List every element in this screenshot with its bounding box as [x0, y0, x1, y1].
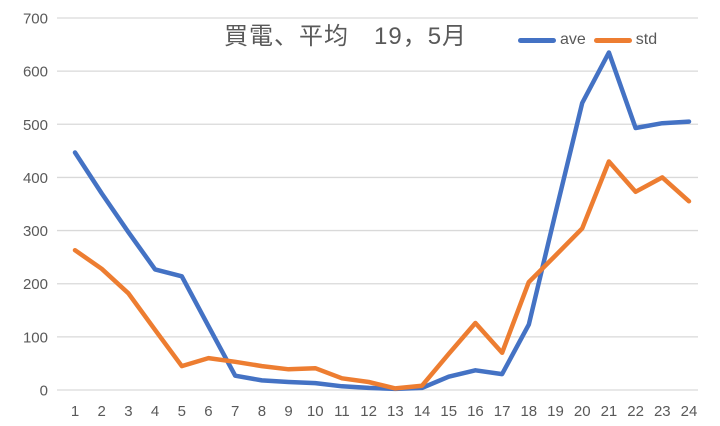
x-axis-tick-18: 18	[520, 403, 537, 420]
y-axis-tick-0: 0	[40, 383, 48, 400]
legend-label-ave: ave	[560, 31, 586, 48]
y-axis-tick-500: 500	[23, 117, 48, 134]
x-axis-tick-6: 6	[204, 403, 212, 420]
x-axis-tick-5: 5	[178, 403, 186, 420]
x-axis-tick-23: 23	[654, 403, 671, 420]
x-axis-tick-7: 7	[231, 403, 239, 420]
x-axis-tick-10: 10	[307, 403, 324, 420]
x-axis-tick-13: 13	[387, 403, 404, 420]
chart-legend: ave std	[518, 32, 657, 48]
x-axis-tick-14: 14	[414, 403, 431, 420]
x-axis-tick-8: 8	[258, 403, 266, 420]
x-axis-tick-1: 1	[71, 403, 79, 420]
std-line-swatch	[593, 37, 632, 43]
series-line-ave	[72, 50, 692, 392]
chart-title: 買電、平均 19，5月	[224, 23, 468, 50]
y-axis-tick-200: 200	[23, 276, 48, 293]
x-axis-tick-12: 12	[360, 403, 377, 420]
x-axis-tick-17: 17	[494, 403, 511, 420]
x-axis-tick-2: 2	[98, 403, 106, 420]
y-axis-tick-300: 300	[23, 223, 48, 240]
ave-line-swatch	[518, 37, 556, 43]
x-axis-tick-3: 3	[124, 403, 132, 420]
x-axis-tick-21: 21	[601, 403, 618, 420]
x-axis-tick-22: 22	[627, 403, 644, 420]
y-axis-tick-100: 100	[23, 329, 48, 346]
x-axis-tick-15: 15	[440, 403, 457, 420]
series-line-std	[72, 159, 692, 391]
x-axis-tick-9: 9	[284, 403, 292, 420]
y-axis-tick-700: 700	[23, 11, 48, 28]
x-axis-tick-11: 11	[334, 403, 350, 420]
y-axis-tick-600: 600	[23, 64, 48, 81]
y-axis-tick-400: 400	[23, 170, 48, 187]
x-axis-tick-19: 19	[547, 403, 564, 420]
x-axis-tick-24: 24	[681, 403, 698, 420]
legend-item-ave[interactable]: ave	[518, 32, 586, 48]
legend-item-std[interactable]: std	[593, 31, 658, 48]
legend-label-std: std	[635, 31, 658, 48]
x-axis-tick-16: 16	[467, 403, 484, 420]
x-axis-tick-20: 20	[574, 403, 591, 420]
x-axis-tick-4: 4	[151, 403, 159, 420]
